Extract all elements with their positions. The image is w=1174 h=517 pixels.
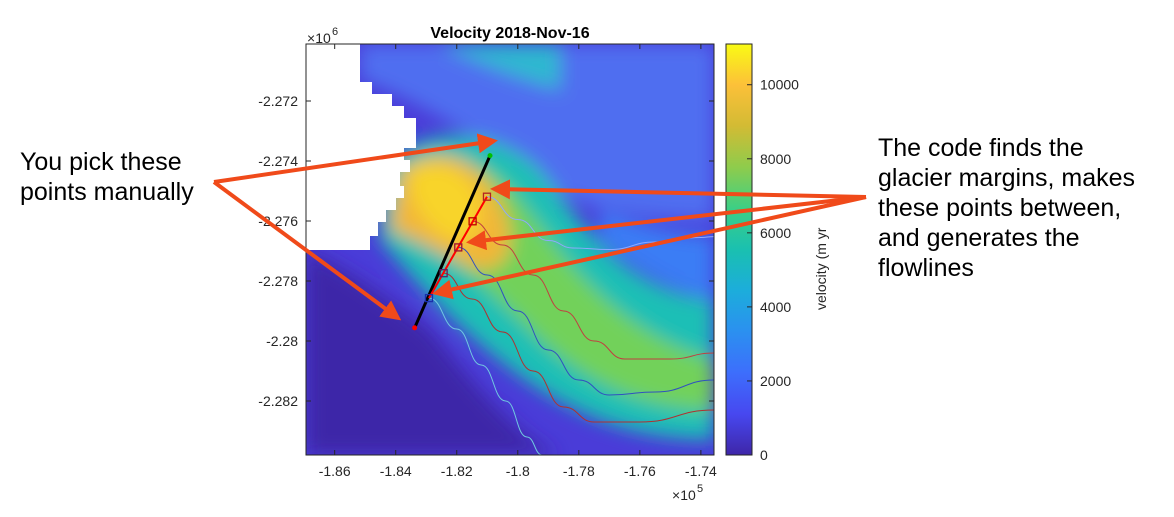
x-axis-ticks: -1.86 -1.84 -1.82 -1.8 -1.78 -1.76 -1.74 bbox=[319, 44, 717, 479]
arrow-to-lower-manual-point bbox=[212, 180, 402, 321]
x-exponent-power: 5 bbox=[697, 483, 703, 495]
y-tick-label: -2.28 bbox=[266, 333, 298, 349]
x-tick-label: -1.74 bbox=[685, 463, 717, 479]
x-exponent-base: 10 bbox=[680, 487, 696, 503]
margin-point-marker bbox=[439, 269, 448, 278]
glacier-fast-yellow bbox=[410, 164, 481, 241]
y-exponent-power: 6 bbox=[332, 26, 338, 38]
y-tick-label: -2.276 bbox=[258, 213, 298, 229]
manual-start-point bbox=[412, 325, 418, 331]
y-tick-label: -2.282 bbox=[258, 393, 298, 409]
x-tick-label: -1.86 bbox=[319, 463, 351, 479]
flowline-5 bbox=[428, 297, 543, 455]
svg-text:×10: ×10 bbox=[672, 487, 696, 503]
arrow-to-margin-point-3 bbox=[432, 195, 867, 300]
svg-text:×10: ×10 bbox=[307, 30, 331, 46]
arrow-to-margin-point-1 bbox=[490, 179, 867, 200]
y-axis-ticks: -2.272 -2.274 -2.276 -2.278 -2.28 -2.282 bbox=[258, 93, 714, 409]
flowline-2 bbox=[472, 220, 714, 360]
colorbar-ticks: 0 2000 4000 6000 8000 10000 bbox=[747, 77, 799, 463]
y-tick-label: -2.274 bbox=[258, 153, 298, 169]
chart-title: Velocity 2018-Nov-16 bbox=[430, 25, 589, 42]
x-tick-label: -1.82 bbox=[441, 463, 473, 479]
y-exponent-base: 10 bbox=[315, 30, 331, 46]
x-axis-exponent: ×10 5 bbox=[672, 483, 703, 503]
colorbar: 0 2000 4000 6000 8000 10000 velocity (m yr bbox=[725, 43, 829, 463]
flowline-4 bbox=[443, 272, 714, 423]
margin-point-marker bbox=[468, 217, 477, 226]
shelf-light-blue bbox=[360, 44, 714, 220]
manual-end-point bbox=[487, 153, 493, 159]
x-exponent-times: × bbox=[672, 487, 680, 503]
y-tick-label: -2.272 bbox=[258, 93, 298, 109]
x-tick-label: -1.78 bbox=[563, 463, 595, 479]
right-edge-blue bbox=[600, 210, 714, 300]
no-data-region bbox=[306, 44, 416, 250]
velocity-heatmap bbox=[306, 44, 714, 455]
x-tick-label: -1.84 bbox=[380, 463, 412, 479]
colorbar-label: velocity (m yr bbox=[813, 227, 829, 310]
y-tick-label: -2.278 bbox=[258, 273, 298, 289]
colorbar-tick-label: 0 bbox=[760, 447, 768, 463]
flowline-1 bbox=[486, 196, 714, 251]
margin-point-marker bbox=[454, 243, 463, 252]
colorbar-tick-label: 4000 bbox=[760, 299, 791, 315]
x-tick-label: -1.76 bbox=[624, 463, 656, 479]
x-tick-label: -1.8 bbox=[506, 463, 530, 479]
profile-line bbox=[413, 154, 492, 329]
y-axis-exponent: ×10 6 bbox=[307, 26, 338, 46]
colorbar-tick-label: 6000 bbox=[760, 225, 791, 241]
upper-teal-tongue bbox=[440, 44, 560, 90]
arrow-to-margin-point-2 bbox=[466, 195, 867, 251]
annotation-left: You pick these points manually bbox=[20, 148, 194, 206]
arrow-to-upper-manual-point bbox=[213, 133, 498, 184]
slow-band bbox=[306, 250, 560, 455]
annotation-arrows bbox=[212, 133, 867, 321]
colorbar-tick-label: 2000 bbox=[760, 373, 791, 389]
colorbar-tick-label: 8000 bbox=[760, 151, 791, 167]
flowlines bbox=[428, 196, 714, 455]
flowline-3 bbox=[458, 246, 714, 396]
colorbar-gradient bbox=[725, 43, 753, 456]
annotation-right: The code finds the glacier margins, make… bbox=[878, 134, 1136, 282]
y-exponent-times: × bbox=[307, 30, 315, 46]
colorbar-tick-label: 10000 bbox=[760, 77, 799, 93]
